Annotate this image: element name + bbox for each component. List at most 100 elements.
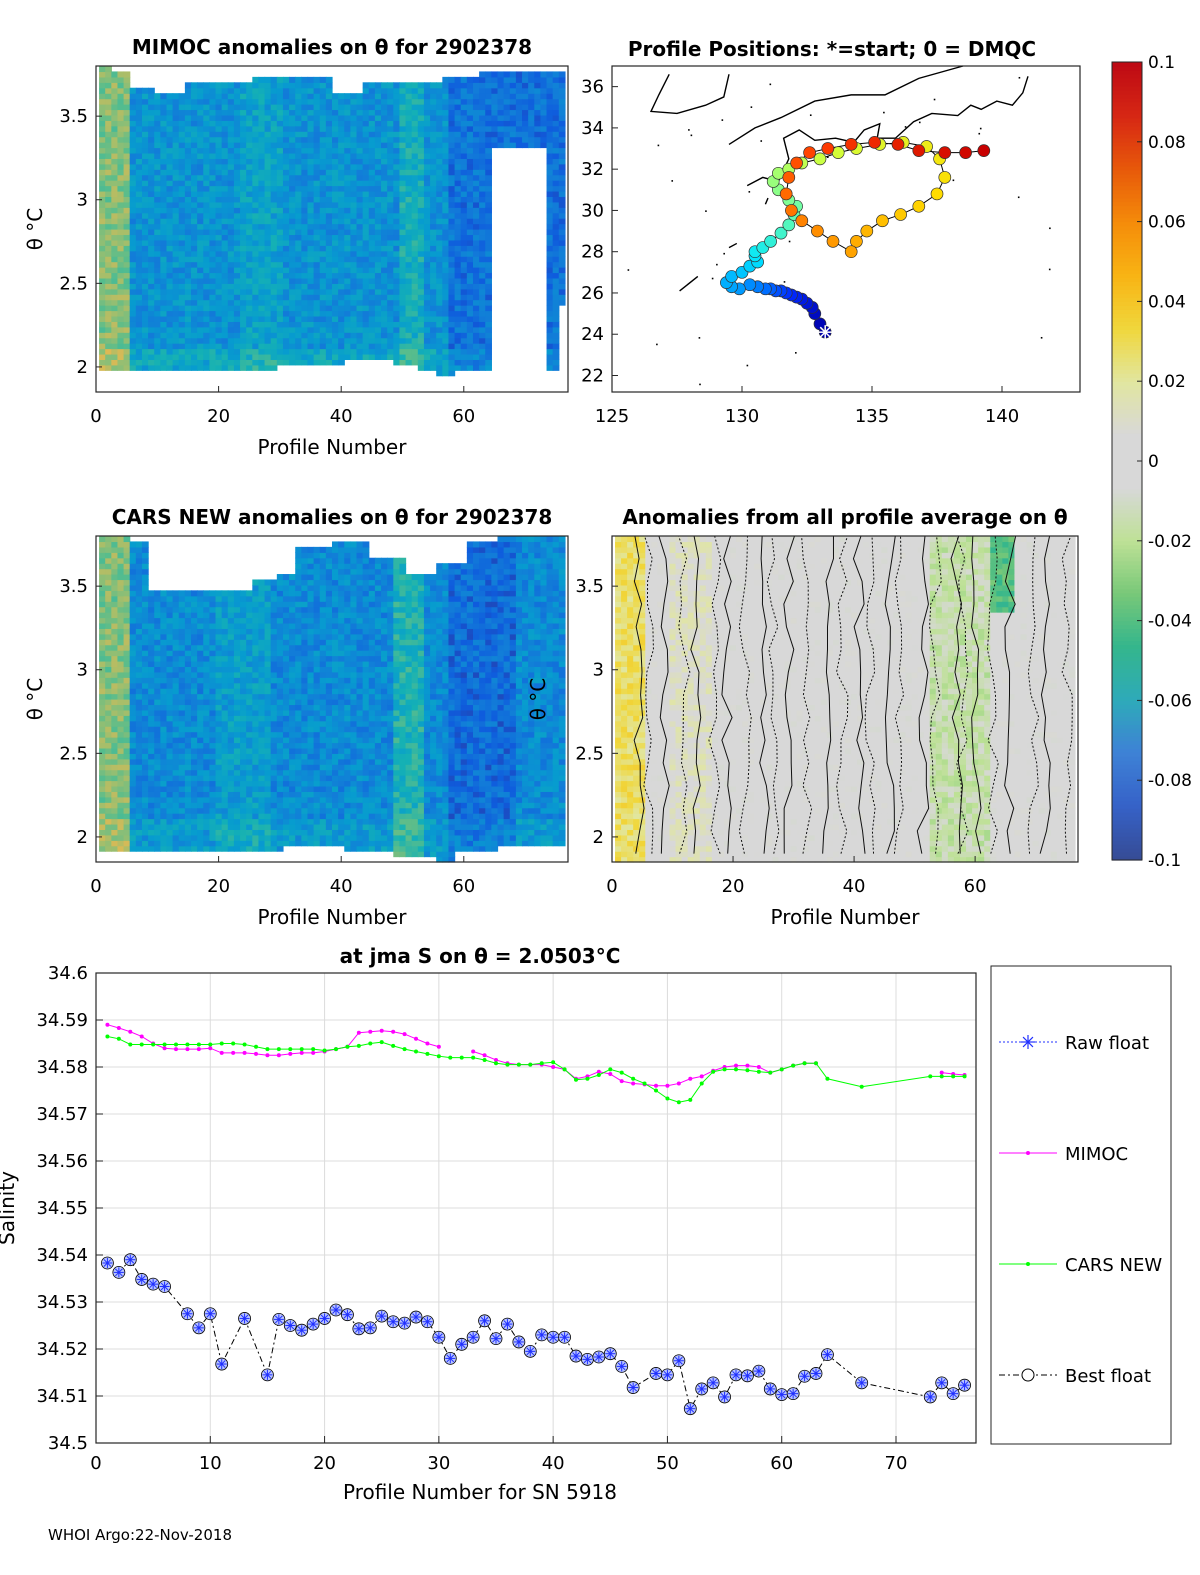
heat-cell [430,288,437,295]
heat-cell [362,87,370,94]
heat-cell [221,180,229,187]
heat-cell [546,174,554,181]
heat-cell [436,109,443,116]
heat-cell [233,682,241,689]
heat-cell [313,239,321,246]
heat-cell [448,353,456,360]
heat-cell [117,579,125,586]
heat-cell [442,223,450,230]
heat-cell [442,218,450,225]
x-tick-label: 20 [207,406,230,427]
heat-cell [350,212,358,219]
heat-cell [344,158,351,165]
heat-cell [246,628,253,635]
heat-cell [454,180,462,187]
heat-cell [436,332,443,339]
heat-cell [246,332,253,339]
heat-cell [227,332,235,339]
heat-cell [270,267,278,274]
heat-cell [233,606,241,613]
heat-cell [448,158,456,165]
heat-cell [472,359,480,366]
heat-cell [454,261,462,268]
heat-cell [479,142,486,149]
heat-cell [184,142,192,149]
heat-cell [184,726,192,733]
heat-cell [105,709,112,716]
heat-cell [197,277,204,284]
heat-cell [99,699,106,706]
heat-cell [460,261,468,268]
heat-cell [141,595,149,602]
heat-cell [466,364,474,371]
heat-cell [160,288,168,295]
heat-cell [166,671,174,678]
heat-cell [282,310,290,317]
heat-cell [436,305,443,312]
heat-cell [448,218,456,225]
heat-cell [301,201,309,208]
heat-cell [160,622,168,629]
heat-cell [240,326,247,333]
heat-cell [123,633,131,640]
heat-cell [448,76,456,83]
heat-cell [295,343,302,350]
heat-cell [129,813,137,820]
heat-cell [166,136,174,143]
heat-cell [307,212,315,219]
heat-cell [362,163,370,170]
heat-cell [534,120,542,127]
heat-cell [485,288,492,295]
heat-cell [240,158,247,165]
heat-cell [227,169,235,176]
heat-cell [485,76,492,83]
heat-cell [203,223,211,230]
heat-cell [246,158,253,165]
heat-cell [111,557,119,564]
heat-cell [99,834,106,841]
heat-cell [221,601,229,608]
heat-cell [497,76,505,83]
heat-cell [233,272,241,279]
heat-cell [558,82,566,89]
heat-cell [258,343,266,350]
heat-cell [129,288,137,295]
heat-cell [184,104,192,111]
heat-cell [350,234,358,241]
heat-cell [184,644,192,651]
heat-cell [221,152,229,159]
heat-cell [387,136,394,143]
heat-cell [276,359,284,366]
heat-cell [240,742,247,749]
heat-cell [466,239,474,246]
heat-cell [344,109,351,116]
heat-cell [264,310,272,317]
heat-cell [479,321,486,328]
heat-cell [111,131,119,138]
heat-cell [141,775,149,782]
heat-cell [148,239,155,246]
heat-cell [191,305,198,312]
heat-cell [215,364,223,371]
heat-cell [117,699,125,706]
heat-cell [313,315,321,322]
heat-cell [105,590,112,597]
heat-cell [240,299,247,306]
heat-cell [129,163,137,170]
heat-cell [148,125,155,132]
heat-cell [129,337,137,344]
heat-cell [246,104,253,111]
heat-cell [221,633,229,640]
heat-cell [368,82,376,89]
heat-cell [423,93,431,100]
heat-cell [191,212,198,219]
heat-cell [148,283,155,290]
heat-cell [246,758,253,765]
heat-cell [148,294,155,301]
heat-cell [160,650,168,657]
heat-cell [466,299,474,306]
heat-cell [325,180,333,187]
heat-cell [141,332,149,339]
heat-cell [466,114,474,121]
heat-cell [160,769,168,776]
